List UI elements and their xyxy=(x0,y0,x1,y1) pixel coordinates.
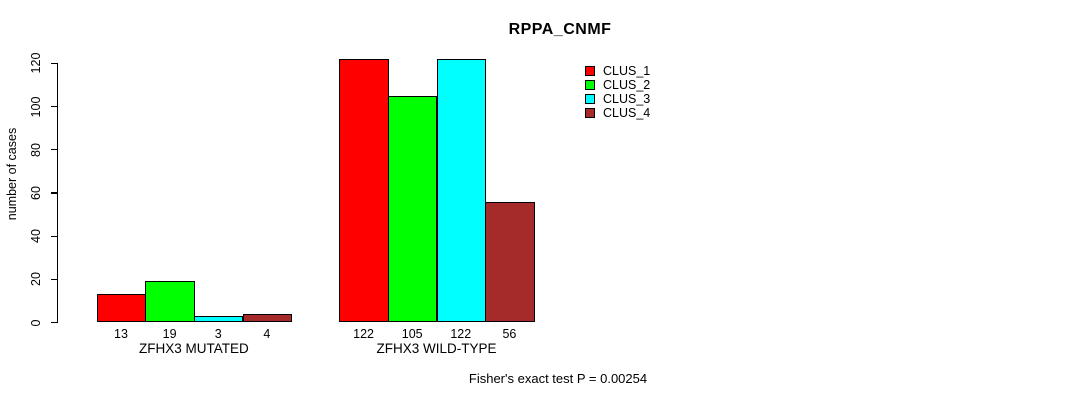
y-axis-label: number of cases xyxy=(5,127,19,221)
y-tick-label-0: 0 xyxy=(29,319,43,326)
y-tick-100 xyxy=(51,105,58,108)
bar-value-label: 122 xyxy=(450,327,472,341)
bar-value-label: 13 xyxy=(114,327,128,341)
bar-clus_2-group2 xyxy=(387,95,438,323)
bar-clus_3-group1 xyxy=(193,316,244,323)
group-label-2: ZFHX3 WILD-TYPE xyxy=(376,341,497,356)
legend-label: CLUS_4 xyxy=(603,106,651,120)
y-tick-120 xyxy=(51,62,58,64)
bar-clus_4-group1 xyxy=(242,313,293,323)
bar-clus_2-group1 xyxy=(145,281,195,323)
bar-clus_3-group2 xyxy=(436,59,487,323)
legend-swatch-icon xyxy=(585,108,595,118)
y-tick-label-60: 60 xyxy=(29,185,43,200)
bar-clus_1-group1 xyxy=(96,294,147,323)
bar-value-label: 19 xyxy=(162,327,177,341)
y-tick-label-120: 120 xyxy=(29,52,43,74)
bar-value-label: 122 xyxy=(353,327,375,341)
y-tick-40 xyxy=(51,235,58,237)
y-tick-label-80: 80 xyxy=(29,142,43,157)
group-label-1: ZFHX3 MUTATED xyxy=(139,341,249,356)
bar-value-label: 105 xyxy=(401,327,423,341)
y-tick-20 xyxy=(51,278,58,280)
legend-label: CLUS_2 xyxy=(603,78,651,92)
bar-clus_4-group2 xyxy=(485,201,535,323)
y-tick-label-100: 100 xyxy=(29,96,43,118)
y-tick-80 xyxy=(51,149,58,151)
y-tick-label-40: 40 xyxy=(29,229,43,244)
y-tick-label-20: 20 xyxy=(29,272,43,287)
legend-swatch-icon xyxy=(585,94,595,104)
legend-label: CLUS_3 xyxy=(603,92,651,106)
chart-title: RPPA_CNMF xyxy=(508,21,612,38)
y-tick-0 xyxy=(51,321,58,324)
bar-value-label: 3 xyxy=(214,327,222,341)
legend-swatch-icon xyxy=(585,80,595,90)
legend-swatch-icon xyxy=(585,66,595,76)
bar-clus_1-group2 xyxy=(339,59,389,323)
bar-value-label: 56 xyxy=(502,327,517,341)
legend-label: CLUS_1 xyxy=(603,64,651,78)
fisher-test-annotation: Fisher's exact test P = 0.00254 xyxy=(468,371,648,386)
y-axis-line xyxy=(57,63,59,323)
bar-value-label: 4 xyxy=(263,327,271,341)
y-tick-60 xyxy=(51,192,58,194)
